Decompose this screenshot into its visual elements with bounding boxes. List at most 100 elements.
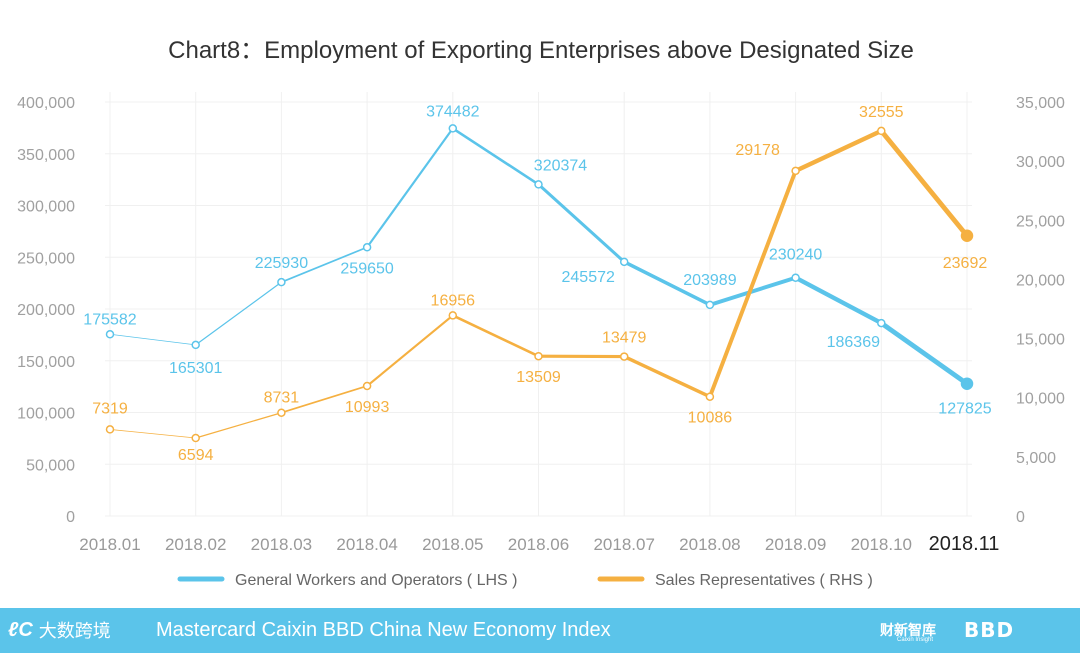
series-segment	[793, 128, 884, 174]
brand-logo-caixin-sub: Caixin Insight	[897, 637, 934, 643]
data-label: 23692	[943, 255, 988, 272]
left-tick-label: 0	[66, 509, 75, 526]
series-layer: 175582 165301 225930 259650 374482 320374 2455…	[83, 103, 991, 464]
data-label: 175582	[83, 311, 136, 328]
left-tick-label: 50,000	[26, 457, 75, 474]
chart: Chart8：Employment of Exporting Enterpris…	[17, 37, 1065, 589]
data-label: 127825	[938, 401, 991, 418]
data-point	[619, 257, 629, 267]
legend-label: Sales Representatives ( RHS )	[655, 572, 873, 589]
series-segment	[109, 429, 197, 439]
x-tick-label: 2018.09	[765, 535, 826, 554]
series-segment	[280, 246, 368, 284]
right-tick-label: 20,000	[1016, 272, 1065, 289]
data-point	[191, 433, 200, 443]
series-segment	[793, 275, 884, 326]
left-tick-label: 400,000	[17, 95, 75, 112]
x-tick-label: 2018.08	[679, 535, 740, 554]
brand-logo-left: ℓC 大数跨境	[8, 617, 111, 643]
data-point	[791, 166, 800, 176]
series-segment	[707, 275, 798, 307]
data-label: 165301	[169, 360, 222, 377]
data-label: 13479	[602, 330, 647, 347]
data-point	[960, 229, 974, 243]
series-segment	[195, 412, 283, 439]
series-segment	[707, 168, 798, 399]
brand-logo-bbd: BBD	[964, 618, 1015, 642]
data-label: 245572	[562, 269, 615, 286]
data-point	[362, 243, 372, 252]
data-label: 7319	[92, 400, 128, 417]
x-tick-label: 2018.05	[422, 535, 483, 554]
series-segment	[622, 260, 712, 307]
brand-logo-caixin: 财新智库	[880, 622, 936, 638]
series-segment	[536, 182, 626, 264]
data-label: 29178	[735, 142, 780, 159]
data-label: 32555	[859, 104, 904, 121]
data-label: 8731	[264, 390, 300, 407]
x-tick-label: 2018.01	[79, 535, 140, 554]
x-tick-label: 2018.02	[165, 535, 226, 554]
series-segment	[366, 127, 454, 249]
series-sales-representatives: 7319 6594 8731 10993 16956 13509 13479 10086 291…	[92, 104, 987, 464]
data-point	[362, 381, 372, 391]
right-tick-label: 35,000	[1016, 95, 1065, 112]
x-tick-label: 2018.10	[851, 535, 912, 554]
data-label: 10993	[345, 399, 390, 416]
data-point	[534, 351, 543, 361]
series-segment	[451, 314, 540, 358]
x-tick-label: 2018.04	[336, 535, 397, 554]
left-tick-label: 200,000	[17, 302, 75, 319]
series-segment	[366, 314, 454, 388]
brand-mark: ℓC	[8, 618, 33, 641]
data-label: 320374	[534, 157, 587, 174]
data-label: 6594	[178, 447, 214, 464]
chart-title: Chart8：Employment of Exporting Enterpris…	[168, 37, 914, 64]
left-tick-label: 250,000	[17, 250, 75, 267]
series-segment	[878, 320, 970, 387]
data-point	[105, 425, 115, 434]
right-tick-label: 5,000	[1016, 450, 1056, 467]
series-segment	[451, 127, 540, 186]
data-point	[105, 330, 115, 339]
data-point	[877, 318, 886, 328]
gridlines	[105, 92, 972, 517]
data-label: 225930	[255, 255, 308, 272]
series-segment	[622, 354, 712, 399]
data-point	[619, 352, 629, 361]
right-tick-label: 25,000	[1016, 213, 1065, 230]
left-tick-label: 350,000	[17, 147, 75, 164]
data-label: 10086	[688, 410, 733, 427]
data-label: 374482	[426, 103, 479, 120]
legend: General Workers and Operators ( LHS ) Sal…	[177, 572, 873, 589]
data-point	[534, 180, 543, 189]
left-axis: 0 50,000 100,000 150,000 200,000 250,000 300,0…	[17, 95, 75, 526]
data-label: 13509	[516, 369, 561, 386]
right-axis: 0 5,000 10,000 15,000 20,000 25,000 30,000 35,0…	[1016, 95, 1065, 526]
series-segment	[878, 128, 970, 239]
data-point	[448, 124, 458, 133]
x-tick-label: 2018.06	[508, 535, 569, 554]
series-general-workers: 175582 165301 225930 259650 374482 320374 2455…	[83, 103, 991, 417]
x-tick-label: 2018.03	[251, 535, 312, 554]
series-segment	[280, 385, 368, 414]
series-segment	[195, 281, 283, 346]
brand-left-text: 大数跨境	[38, 621, 111, 641]
footer-title: Mastercard Caixin BBD China New Economy …	[156, 619, 611, 641]
series-segment	[109, 333, 197, 346]
x-axis: 2018.01 2018.02 2018.03 2018.04 2018.05 2018.…	[79, 533, 999, 555]
data-point	[877, 126, 886, 136]
data-point	[277, 277, 286, 287]
data-point	[705, 392, 715, 401]
data-point	[960, 377, 974, 390]
right-tick-label: 0	[1016, 509, 1025, 526]
data-label: 186369	[827, 334, 880, 351]
right-tick-label: 15,000	[1016, 332, 1065, 349]
data-point	[705, 300, 715, 310]
footer-banner: ℓC 大数跨境 Mastercard Caixin BBD China New …	[0, 608, 1080, 653]
x-tick-label: 2018.07	[593, 535, 654, 554]
left-tick-label: 150,000	[17, 354, 75, 371]
data-point	[448, 311, 458, 320]
data-label: 203989	[683, 272, 736, 289]
data-label: 259650	[340, 260, 393, 277]
